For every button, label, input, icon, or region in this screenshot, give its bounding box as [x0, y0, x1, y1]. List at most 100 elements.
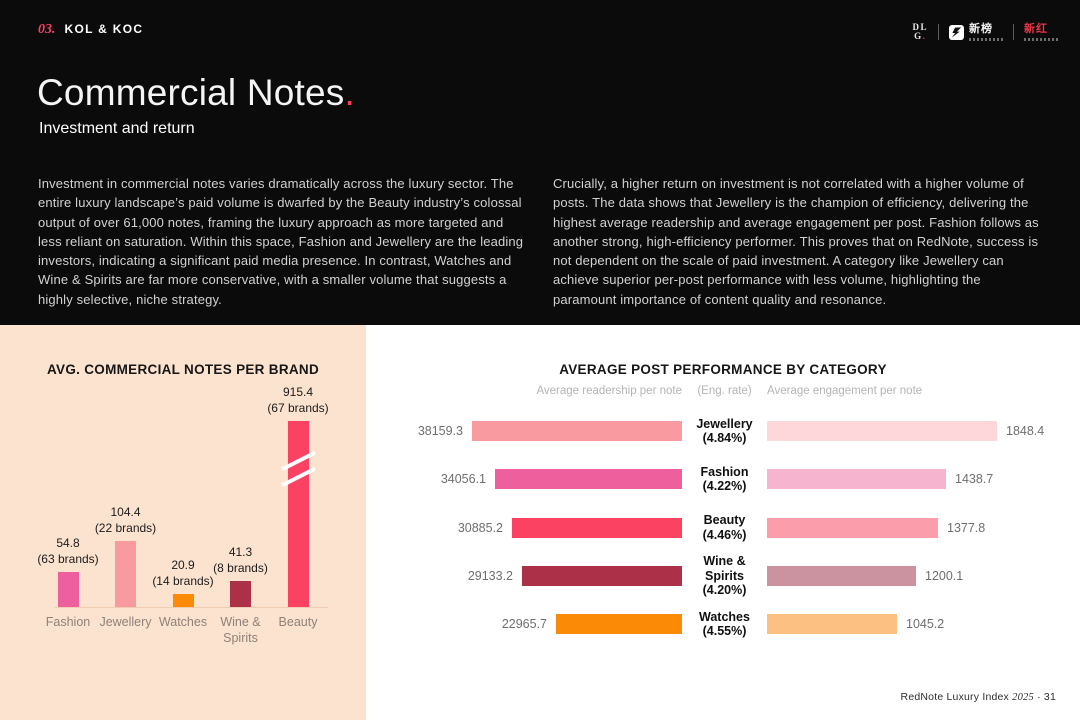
readership-value: 34056.1: [440, 472, 486, 487]
tick-wine-spirits: Wine & Spirits: [220, 615, 261, 645]
footer-page-indicator: RedNote Luxury Index 2025 · 31: [901, 691, 1056, 703]
readership-value: 38159.3: [417, 424, 463, 439]
section-number: 03.: [38, 22, 56, 37]
xinhong-subtext-line: [1024, 37, 1058, 41]
readership-value: 22965.7: [501, 617, 547, 632]
category-rate: (4.20%): [702, 583, 747, 598]
chart2-column-headers: Average readership per note (Eng. rate) …: [366, 385, 1080, 397]
bar-wine-spirits: [230, 581, 251, 607]
readership-bar: [556, 614, 682, 635]
charts-section: AVG. COMMERCIAL NOTES PER BRAND 54.8 (63…: [0, 325, 1080, 720]
section-label: 03. KOL & KOC: [38, 22, 143, 38]
category-label: Wine & Spirits (4.20%): [682, 554, 767, 598]
x-axis-labels: Fashion Jewellery Watches Wine & Spirits…: [0, 614, 366, 646]
engagement-value: 1377.8: [947, 520, 986, 535]
logo-group: DL G. 新榜 新红: [912, 23, 1058, 41]
newrank-subtext-line: [969, 37, 1003, 41]
bar-brands: (14 brands): [152, 573, 214, 588]
readership-bar: [522, 566, 682, 587]
top-bar: 03. KOL & KOC DL G. 新榜 新红: [38, 22, 1058, 41]
engagement-bar: [767, 517, 938, 538]
bar-label: 104.4 (22 brands): [95, 505, 156, 536]
section-title: KOL & KOC: [64, 22, 144, 36]
body-copy: Investment in commercial notes varies dr…: [38, 174, 1043, 309]
footer-label: RedNote Luxury Index: [900, 691, 1010, 703]
category-rate: (4.84%): [702, 431, 747, 446]
category-rate: (4.22%): [702, 479, 747, 494]
bar-value: 20.9: [171, 558, 195, 572]
newrank-logo: 新榜: [949, 22, 1003, 41]
bar-label: 54.8 (63 brands): [37, 536, 98, 567]
paragraph-left: Investment in commercial notes varies dr…: [38, 176, 524, 307]
bar-value: 41.3: [228, 545, 253, 559]
chart1-title: AVG. COMMERCIAL NOTES PER BRAND: [46, 362, 320, 377]
bar-group-fashion: 54.8 (63 brands): [37, 536, 99, 607]
category-label: Jewellery (4.84%): [682, 417, 767, 446]
page-title: Commercial Notes.: [37, 72, 355, 114]
category-label: Watches (4.55%): [682, 610, 767, 639]
bar-beauty: [287, 421, 309, 607]
bar-brands: (63 brands): [37, 551, 99, 566]
engagement-bar: [767, 469, 946, 490]
dlg-line1: DL: [912, 22, 928, 32]
row-jewellery: 38159.3 Jewellery (4.84%) 1848.4: [366, 407, 1080, 455]
bar-value: 54.8: [56, 536, 80, 550]
page-subtitle: Investment and return: [39, 120, 195, 137]
category-rate: (4.55%): [702, 624, 747, 639]
lightning-icon: [949, 24, 964, 40]
category-name: Beauty: [703, 513, 746, 528]
category-name: Watches: [699, 609, 750, 624]
x-axis-line: [55, 607, 328, 608]
engagement-value: 1200.1: [925, 569, 964, 584]
bar-group-wine-spirits: 41.3 (8 brands): [212, 545, 270, 607]
bar-group-jewellery: 104.4 (22 brands): [95, 505, 156, 607]
chart1-bars: 54.8 (63 brands) 104.4 (22 brands) 20.9: [0, 325, 366, 607]
category-name: Wine & Spirits: [703, 554, 746, 583]
bar-brands: (22 brands): [94, 520, 157, 535]
header-engagement: Average engagement per note: [767, 385, 923, 397]
footer-separator: ·: [1037, 691, 1041, 703]
category-label: Fashion (4.22%): [682, 465, 767, 494]
category-name: Jewellery: [696, 416, 753, 431]
dlg-line2: G: [914, 31, 923, 41]
readership-bar: [495, 469, 682, 490]
footer-page-number: 31: [1043, 691, 1056, 703]
dlg-logo: DL G.: [912, 23, 928, 41]
category-rate: (4.46%): [702, 527, 747, 542]
header-eng-rate: (Eng. rate): [697, 385, 752, 397]
dlg-red-dot: .: [922, 31, 927, 41]
row-fashion: 34056.1 Fashion (4.22%) 1438.7: [366, 455, 1080, 503]
bar-jewellery: [115, 541, 136, 607]
engagement-value: 1438.7: [955, 472, 994, 487]
logo-divider: [1013, 24, 1014, 40]
bar-label: 915.4 (67 brands): [267, 385, 328, 416]
readership-bar: [472, 421, 682, 442]
bar-brands: (67 brands): [267, 400, 329, 415]
bar-label: 20.9 (14 brands): [152, 558, 213, 589]
bar-value: 915.4: [282, 385, 314, 399]
engagement-bar: [767, 421, 997, 442]
bar-group-watches: 20.9 (14 brands): [152, 558, 214, 607]
bar-fashion: [57, 572, 79, 607]
title-accent-period: .: [344, 72, 355, 113]
readership-value: 29133.2: [467, 569, 513, 584]
xinhong-logo: 新红: [1024, 22, 1058, 41]
engagement-value: 1045.2: [906, 617, 945, 632]
chart2-title: AVERAGE POST PERFORMANCE BY CATEGORY: [559, 362, 887, 377]
row-beauty: 30885.2 Beauty (4.46%) 1377.8: [366, 504, 1080, 552]
tick-fashion: Fashion: [45, 615, 91, 629]
bar-value: 104.4: [110, 505, 141, 519]
chart2-rows: 38159.3 Jewellery (4.84%) 1848.4 34056.1 …: [366, 407, 1080, 648]
tick-jewellery: Jewellery: [99, 615, 152, 629]
readership-bar: [512, 517, 682, 538]
newrank-text: 新榜: [969, 22, 993, 35]
xinhong-text: 新红: [1024, 22, 1048, 35]
category-name: Fashion: [700, 464, 749, 479]
page-title-text: Commercial Notes: [37, 72, 345, 113]
tick-watches: Watches: [158, 615, 208, 629]
bar-watches: [172, 594, 194, 607]
footer-year: 2025: [1012, 692, 1034, 703]
chart-post-performance: AVERAGE POST PERFORMANCE BY CATEGORY Ave…: [366, 325, 1080, 720]
logo-divider: [938, 24, 939, 40]
